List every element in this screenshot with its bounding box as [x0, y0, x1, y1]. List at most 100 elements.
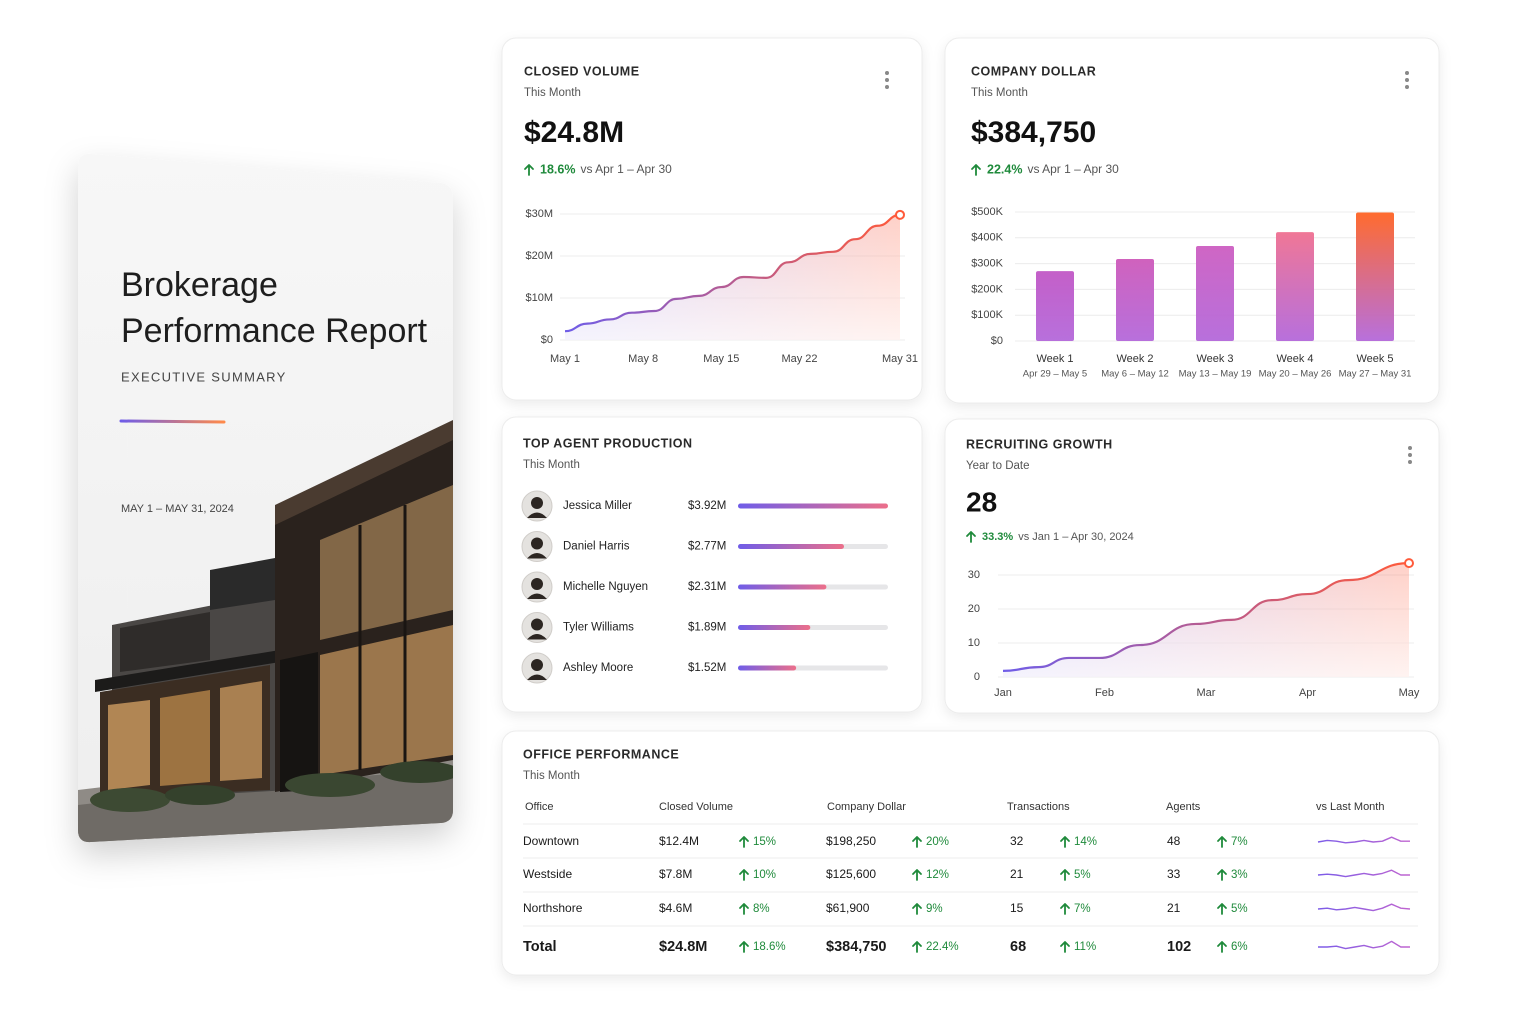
menu-icon[interactable] [1408, 446, 1412, 464]
building-photo [78, 420, 453, 843]
y-tick-label: $0 [991, 335, 1003, 347]
agent-name: Daniel Harris [563, 541, 630, 553]
change-cell: 7% [1074, 903, 1091, 915]
table-cell: 32 [1010, 834, 1024, 848]
up-arrow [739, 869, 749, 881]
change-cell: 22.4% [926, 941, 959, 953]
change-cell: 5% [1074, 869, 1091, 881]
area-fade [565, 214, 900, 340]
change-cell: 5% [1231, 903, 1248, 915]
x-tick-label: Week 4 [1276, 353, 1313, 365]
x-tick-label: Week 5 [1356, 353, 1393, 365]
table-cell: Downtown [523, 834, 579, 848]
table-cell: $384,750 [826, 939, 886, 955]
y-tick-label: $200K [971, 283, 1003, 295]
bar [738, 584, 827, 590]
kpi-value: $24.8M [524, 116, 624, 149]
y-tick-label: 30 [968, 569, 980, 581]
bar [738, 544, 844, 549]
change-cell: 12% [926, 869, 949, 881]
card-title: TOP AGENT PRODUCTION [523, 436, 693, 450]
agent-value: $1.52M [688, 662, 726, 674]
up-arrow [912, 941, 922, 953]
bar [1276, 232, 1314, 341]
up-arrow [912, 903, 922, 915]
y-tick-label: $400K [971, 232, 1003, 244]
line [564, 213, 901, 333]
card-title: RECRUITING GROWTH [966, 437, 1113, 451]
x-tick-sublabel: May 13 – May 19 [1179, 369, 1252, 380]
kpi-comparison: vs Apr 1 – Apr 30 [580, 162, 672, 176]
y-tick-label: $100K [971, 309, 1003, 321]
cover-date: MAY 1 – MAY 31, 2024 [121, 503, 234, 515]
up-arrow [524, 164, 534, 176]
accent-line [119, 419, 226, 424]
cover: Brokerage Performance Report EXECUTIVE S… [78, 153, 453, 843]
y-tick-label: $300K [971, 258, 1003, 270]
card-title: COMPANY DOLLAR [971, 64, 1096, 78]
up-arrow [739, 836, 749, 848]
up-arrow [739, 903, 749, 915]
table-cell: 15 [1010, 901, 1024, 915]
change-cell: 10% [753, 869, 776, 881]
card-period: This Month [971, 87, 1028, 99]
column-header: Company Dollar [827, 801, 906, 813]
kpi-change: 18.6% [540, 162, 575, 176]
x-tick-label: May 15 [703, 353, 739, 365]
up-arrow [1217, 903, 1227, 915]
x-tick-label: Feb [1095, 687, 1114, 699]
avatar-head [531, 578, 543, 590]
end-marker [1404, 558, 1414, 569]
card-period: This Month [523, 459, 580, 471]
card-period: Year to Date [966, 460, 1030, 472]
change-cell: 7% [1231, 836, 1248, 848]
agent-name: Tyler Williams [563, 622, 634, 634]
x-tick-sublabel: Apr 29 – May 5 [1023, 369, 1087, 380]
change-cell: 14% [1074, 836, 1097, 848]
change-cell: 11% [1074, 941, 1096, 953]
change-cell: 20% [926, 836, 949, 848]
change-cell: 9% [926, 903, 943, 915]
change-cell: 8% [753, 903, 770, 915]
agent-name: Ashley Moore [563, 662, 633, 674]
avatar-head [531, 659, 543, 671]
x-tick-label: Week 2 [1116, 353, 1153, 365]
bar [1036, 271, 1074, 341]
agent-value: $3.92M [688, 500, 726, 512]
x-tick-sublabel: May 27 – May 31 [1339, 369, 1412, 380]
bar [1356, 212, 1394, 341]
y-tick-label: 20 [968, 603, 980, 615]
agent-name: Jessica Miller [563, 500, 632, 512]
sparkline [1317, 836, 1410, 844]
bar [738, 625, 811, 630]
column-header: vs Last Month [1316, 801, 1384, 813]
avatar-body [527, 553, 547, 559]
sparkline [1317, 869, 1410, 878]
column-header: Agents [1166, 801, 1201, 813]
menu-icon[interactable] [1405, 71, 1409, 89]
y-tick-label: $0 [541, 334, 553, 346]
kpi-change: 33.3% [982, 531, 1013, 543]
x-tick-label: May 1 [550, 353, 580, 365]
table-cell: 21 [1010, 867, 1024, 881]
kpi-comparison: vs Apr 1 – Apr 30 [1027, 162, 1119, 176]
cover-title: Brokerage [121, 266, 278, 304]
y-tick-label: 10 [968, 637, 980, 649]
bar [1116, 258, 1154, 341]
change-cell: 3% [1231, 869, 1248, 881]
x-tick-label: Week 1 [1036, 353, 1073, 365]
bar [1196, 246, 1234, 341]
card-period: This Month [523, 770, 580, 782]
change-cell: 18.6% [753, 941, 786, 953]
avatar-body [527, 512, 547, 518]
up-arrow [966, 531, 976, 543]
menu-icon[interactable] [885, 71, 889, 89]
x-tick-sublabel: May 20 – May 26 [1259, 369, 1332, 380]
y-tick-label: $20M [525, 250, 553, 262]
table-cell: $4.6M [659, 901, 692, 915]
up-arrow [1217, 836, 1227, 848]
bar [738, 665, 797, 671]
cover-title: Performance Report [121, 312, 428, 350]
area-fade [1003, 563, 1409, 677]
sparkline [1317, 903, 1411, 912]
